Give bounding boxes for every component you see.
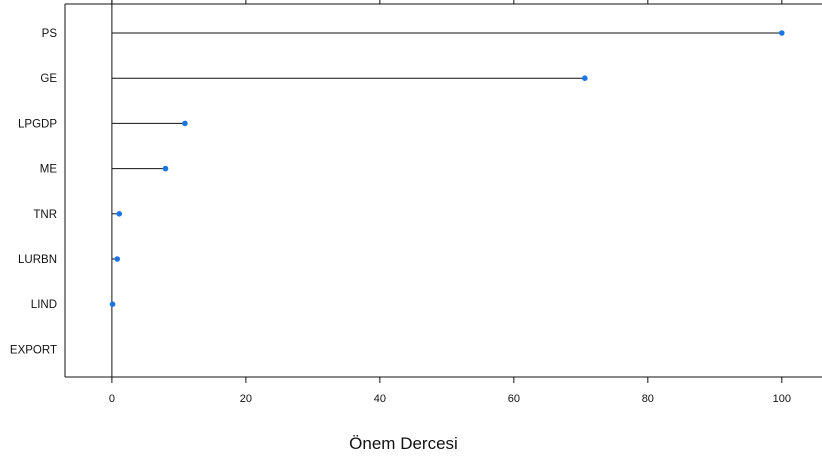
x-tick-label: 60	[508, 393, 520, 405]
lollipop-point	[162, 165, 169, 172]
x-tick-label: 20	[240, 393, 252, 405]
points-layer	[109, 30, 785, 308]
category-label: EXPORT	[10, 344, 57, 356]
stems-layer	[111, 32, 782, 305]
category-label: LURBN	[18, 254, 57, 266]
lollipop-point	[116, 211, 123, 217]
x-tick-label: 100	[773, 393, 791, 405]
x-tick-label: 0	[109, 393, 115, 405]
category-label: TNR	[33, 209, 57, 221]
labels-layer: 0 20 40 60 80 100 PS GE LPGDP ME TNR LURBN LIND EXPOR…	[10, 28, 791, 405]
x-tick-label: 40	[374, 393, 386, 405]
axes-layer	[64, 0, 822, 383]
category-label: PS	[42, 28, 58, 40]
x-tick-label: 80	[642, 393, 654, 405]
lollipop-point	[582, 75, 588, 81]
category-label: LPGDP	[18, 118, 57, 130]
x-axis-title: Önem Dercesi	[349, 434, 458, 453]
category-label: LIND	[31, 299, 57, 311]
lollipop-point	[114, 256, 121, 262]
lollipop-point	[109, 301, 116, 308]
category-label: GE	[40, 73, 57, 85]
lollipop-point	[779, 30, 785, 36]
category-label: ME	[40, 164, 58, 176]
lollipop-point	[182, 120, 188, 127]
